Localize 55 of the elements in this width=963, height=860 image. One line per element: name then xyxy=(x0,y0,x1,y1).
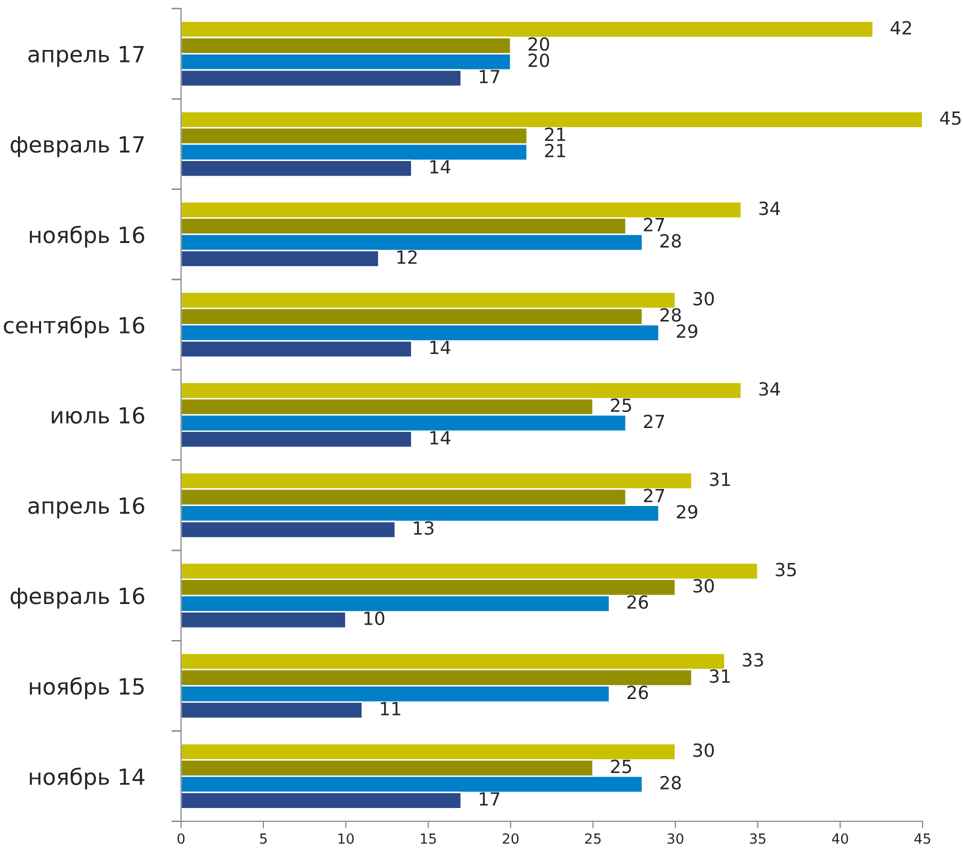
data-label: 26 xyxy=(627,595,648,609)
data-label: 27 xyxy=(644,414,664,428)
data-label: 14 xyxy=(430,431,450,444)
data-label: 29 xyxy=(676,324,698,338)
data-label: 21 xyxy=(545,144,566,158)
y-tick-label: апрель 17 xyxy=(28,46,144,67)
data-label: 25 xyxy=(610,398,632,412)
data-label: 30 xyxy=(693,579,714,593)
data-label: 29 xyxy=(676,504,698,519)
y-tick-label: ноябрь 15 xyxy=(30,677,144,700)
data-label: 42 xyxy=(890,20,911,34)
x-tick-label: 10 xyxy=(338,833,354,844)
x-tick-label: 5 xyxy=(260,834,267,844)
data-label: 17 xyxy=(480,792,500,806)
data-label: 27 xyxy=(644,488,664,502)
data-label: 28 xyxy=(660,308,681,322)
data-label: 14 xyxy=(430,160,450,174)
data-label: 11 xyxy=(380,702,400,716)
data-label: 30 xyxy=(693,743,714,758)
y-tick-label: февраль 16 xyxy=(10,588,144,609)
data-label: 30 xyxy=(693,292,714,306)
data-label: 20 xyxy=(528,53,550,68)
x-tick-label: 0 xyxy=(178,833,185,844)
data-label: 26 xyxy=(627,686,648,700)
y-tick-label: июль 16 xyxy=(52,406,144,424)
data-label: 14 xyxy=(430,340,450,354)
x-tick-label: 40 xyxy=(832,833,848,844)
data-label: 12 xyxy=(397,250,417,264)
data-label: 34 xyxy=(759,202,780,216)
data-label: 35 xyxy=(776,562,796,576)
data-label: 20 xyxy=(528,37,550,51)
data-label: 33 xyxy=(742,653,764,667)
data-label: 28 xyxy=(660,234,681,248)
y-tick-label: сентябрь 16 xyxy=(4,316,144,338)
x-tick-label: 30 xyxy=(668,833,684,844)
y-tick-label: февраль 17 xyxy=(10,136,144,158)
data-label: 31 xyxy=(710,472,730,486)
data-label: 31 xyxy=(710,669,730,683)
x-tick-label: 15 xyxy=(420,834,436,844)
x-tick-label: 25 xyxy=(585,833,601,844)
data-label: 28 xyxy=(660,776,681,790)
data-label: 13 xyxy=(414,521,434,535)
data-label: 34 xyxy=(759,382,780,396)
data-label: 25 xyxy=(610,760,632,774)
data-label: 45 xyxy=(940,111,961,125)
y-tick-label: ноябрь 14 xyxy=(30,768,144,790)
data-label: 27 xyxy=(644,218,664,232)
x-tick-label: 45 xyxy=(914,834,930,844)
data-label: 10 xyxy=(364,612,384,626)
data-label: 21 xyxy=(545,128,566,141)
data-label: 17 xyxy=(480,70,500,84)
y-tick-label: ноябрь 16 xyxy=(30,226,144,248)
x-tick-label: 35 xyxy=(750,833,766,844)
y-tick-label: апрель 16 xyxy=(28,497,144,518)
x-tick-label: 20 xyxy=(502,833,519,844)
